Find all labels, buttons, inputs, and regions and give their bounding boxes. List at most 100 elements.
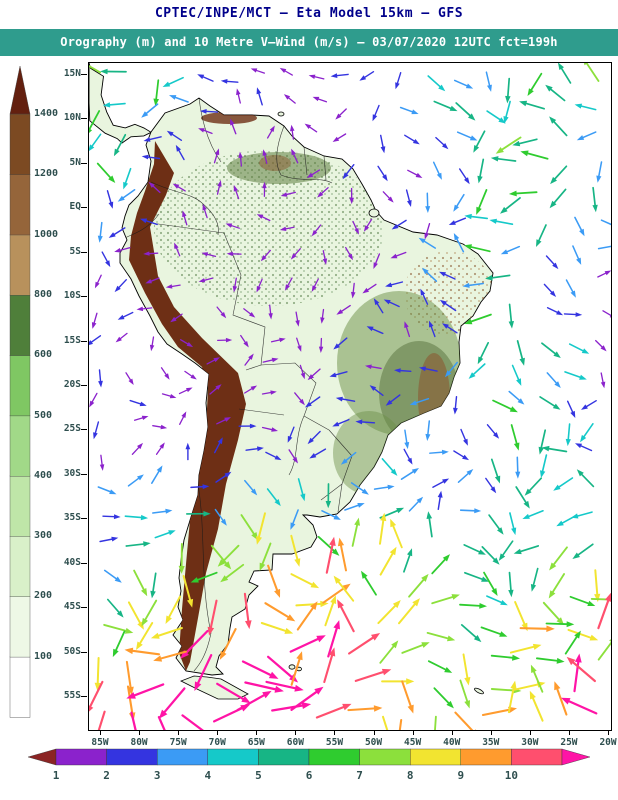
- wind-speed-label-7: 7: [356, 769, 363, 782]
- wind-speed-label-3: 3: [153, 769, 161, 782]
- lat-tick: [81, 651, 87, 653]
- lat-tick: [81, 429, 87, 431]
- lon-label-60W: 60W: [286, 737, 304, 748]
- lon-tick: [178, 731, 180, 735]
- model-title: CPTEC/INPE/MCT — Eta Model 15km — GFS: [154, 6, 464, 21]
- lat-label-15S: 15S: [63, 334, 81, 346]
- south-america-map: [89, 63, 494, 700]
- lat-label-10S: 10S: [63, 290, 81, 302]
- field-title-strip: Orography (m) and 10 Metre V—Wind (m/s) …: [0, 29, 618, 56]
- orography-label-200: 200: [34, 590, 53, 602]
- lon-tick: [412, 731, 414, 735]
- latitude-axis: 15N 10N 5N EQ 5S 10S 15S 20S 25S 30S 35S 40S 45S 50S 5…: [0, 62, 87, 731]
- lat-tick: [81, 518, 87, 520]
- wind-colorbar-right-arrow: [561, 748, 591, 766]
- island: [288, 664, 296, 670]
- lon-label-35W: 35W: [482, 737, 500, 748]
- lon-tick: [100, 731, 101, 735]
- orography-colorbar-labels: 100 200 300 400 500 600 800 1000 1200 1400: [34, 62, 78, 731]
- lon-tick: [334, 731, 336, 735]
- map-plot-area: [88, 62, 612, 731]
- lon-label-70W: 70W: [208, 737, 226, 748]
- lat-tick: [81, 562, 87, 564]
- andes-mountains: [129, 141, 246, 671]
- lat-tick: [81, 74, 87, 75]
- orography-label-100: 100: [34, 650, 53, 662]
- wind-speed-segment: [460, 748, 512, 766]
- lon-label-20W: 20W: [599, 737, 617, 748]
- lat-tick: [81, 207, 87, 209]
- wind-speed-segment: [511, 748, 563, 766]
- lat-tick: [81, 473, 87, 475]
- wind-speed-label-10: 10: [504, 769, 519, 782]
- wind-speed-colorbar-labels: 1 2 3 4 5 6 7 8 9 10: [26, 769, 592, 785]
- lat-label-10N: 10N: [63, 112, 81, 124]
- orography-label-500: 500: [34, 409, 53, 421]
- lon-label-55W: 55W: [325, 737, 344, 748]
- lon-tick: [295, 731, 297, 735]
- lon-label-80W: 80W: [130, 737, 148, 748]
- lat-tick: [81, 162, 87, 164]
- wind-speed-segment: [106, 748, 158, 766]
- longitude-axis: 85W 80W 75W 70W 65W 60W 55W 50W 45W 40W 35W 30W 25W 2…: [88, 731, 617, 751]
- lon-label-50W: 50W: [364, 737, 383, 748]
- lon-label-75W: 75W: [169, 737, 187, 748]
- lat-label-50S: 50S: [63, 645, 81, 657]
- lon-tick: [256, 731, 258, 735]
- wind-speed-segment: [55, 748, 107, 766]
- central-america-landmass: [89, 63, 153, 144]
- wind-speed-segment: [359, 748, 411, 766]
- orography-label-400: 400: [34, 469, 53, 481]
- wind-colorbar-left-arrow: [27, 748, 57, 766]
- lon-label-40W: 40W: [443, 737, 461, 748]
- orography-label-300: 300: [34, 530, 53, 542]
- lon-label-45W: 45W: [404, 737, 422, 748]
- lat-label-40S: 40S: [63, 556, 81, 568]
- lat-tick: [81, 296, 87, 298]
- lon-tick: [139, 731, 141, 735]
- lat-label-15N: 15N: [63, 68, 81, 79]
- wind-speed-label-6: 6: [305, 769, 313, 782]
- lat-label-20S: 20S: [63, 379, 81, 390]
- lat-label-25S: 25S: [63, 423, 81, 435]
- orography-label-1400: 1400: [34, 108, 59, 119]
- lon-label-30W: 30W: [521, 737, 539, 748]
- country-borders: [121, 98, 353, 672]
- wind-speed-segment: [207, 748, 259, 766]
- lon-tick: [451, 731, 453, 735]
- lat-tick: [81, 118, 87, 120]
- orography-label-1000: 1000: [34, 228, 59, 240]
- island: [277, 111, 285, 117]
- lon-tick: [608, 731, 610, 735]
- lat-label-5S: 5S: [69, 245, 81, 257]
- lat-tick: [81, 607, 87, 609]
- wind-speed-label-8: 8: [406, 769, 414, 782]
- lat-label-30S: 30S: [63, 467, 81, 479]
- wind-speed-segment: [258, 748, 310, 766]
- wind-speed-label-5: 5: [255, 769, 262, 782]
- tierra-del-fuego-island: [180, 675, 249, 700]
- orography-label-1200: 1200: [34, 168, 59, 180]
- orography-label-800: 800: [34, 288, 53, 300]
- island: [296, 666, 302, 672]
- lon-label-25W: 25W: [560, 737, 578, 748]
- lat-tick: [81, 251, 87, 253]
- wind-speed-label-2: 2: [103, 769, 110, 782]
- wind-speed-segment: [410, 748, 462, 766]
- wind-speed-label-1: 1: [52, 769, 60, 782]
- lon-tick: [490, 731, 492, 735]
- lon-tick: [568, 731, 570, 735]
- lon-tick: [529, 731, 531, 735]
- wind-speed-segment: [308, 748, 360, 766]
- lon-tick: [373, 731, 375, 735]
- lat-label-45S: 45S: [63, 601, 81, 613]
- lon-tick: [217, 731, 219, 735]
- wind-speed-segment: [156, 748, 208, 766]
- island: [368, 208, 380, 218]
- lat-label-EQ: EQ: [69, 201, 81, 213]
- lat-tick: [81, 385, 87, 386]
- lat-label-35S: 35S: [63, 512, 81, 524]
- orography-overflow-arrow: [9, 65, 31, 115]
- orography-colorbar: [9, 65, 31, 718]
